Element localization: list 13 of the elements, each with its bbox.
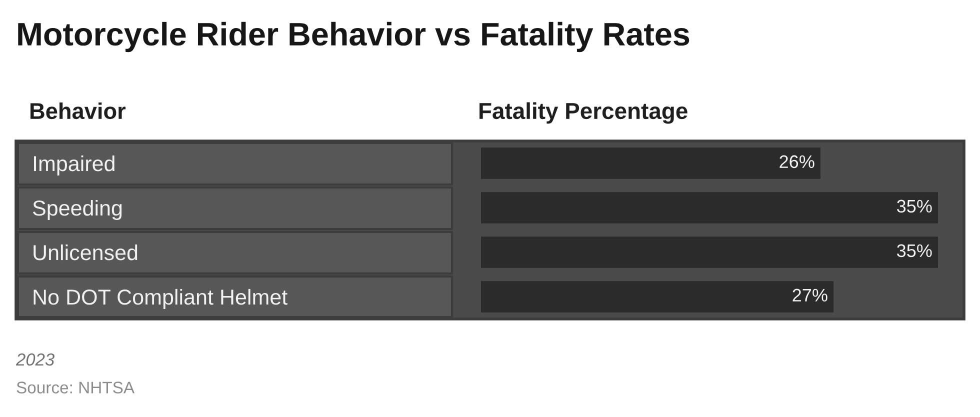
data-label: 35% <box>896 244 932 258</box>
y-tick-label: Impaired <box>34 155 114 176</box>
data-label: 35% <box>896 200 932 213</box>
x-axis-title: Fatality Percentage <box>480 102 688 124</box>
y-axis-title: Behavior <box>30 102 126 120</box>
data-label: 26% <box>780 155 814 168</box>
data-label: 27% <box>792 288 828 302</box>
y-tick-label: No DOT Compliant Helmet <box>34 288 288 310</box>
y-tick-label: Unlicensed <box>34 244 138 260</box>
chart-title: Motorcycle Rider Behavior vs Fatality Rates <box>18 22 690 52</box>
y-tick-label: Speeding <box>32 200 122 220</box>
source-note: Source: NHTSA <box>16 382 135 394</box>
text: 2023 <box>16 353 54 366</box>
